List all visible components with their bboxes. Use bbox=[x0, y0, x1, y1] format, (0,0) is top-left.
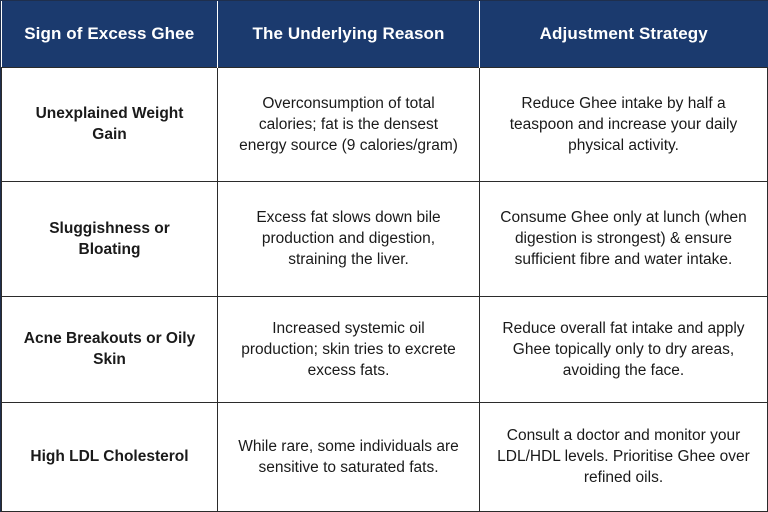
table-row: High LDL Cholesterol While rare, some in… bbox=[1, 401, 768, 512]
header-strategy: Adjustment Strategy bbox=[479, 1, 768, 67]
cell-sign: Unexplained Weight Gain bbox=[1, 66, 218, 182]
cell-reason: Increased systemic oil production; skin … bbox=[217, 295, 480, 403]
table-body: Unexplained Weight Gain Overconsumption … bbox=[1, 66, 768, 512]
cell-strategy: Reduce overall fat intake and apply Ghee… bbox=[479, 295, 768, 403]
header-sign: Sign of Excess Ghee bbox=[1, 1, 218, 67]
cell-reason: Excess fat slows down bile production an… bbox=[217, 180, 480, 297]
table-header: Sign of Excess Ghee The Underlying Reaso… bbox=[1, 1, 768, 67]
header-reason: The Underlying Reason bbox=[217, 1, 480, 67]
cell-sign: Sluggishness or Bloating bbox=[1, 180, 218, 297]
cell-strategy: Consume Ghee only at lunch (when digesti… bbox=[479, 180, 768, 297]
cell-reason: While rare, some individuals are sensiti… bbox=[217, 401, 480, 512]
cell-strategy: Reduce Ghee intake by half a teaspoon an… bbox=[479, 66, 768, 182]
table-row: Unexplained Weight Gain Overconsumption … bbox=[1, 66, 768, 182]
table-row: Sluggishness or Bloating Excess fat slow… bbox=[1, 180, 768, 297]
cell-sign: High LDL Cholesterol bbox=[1, 401, 218, 512]
cell-strategy: Consult a doctor and monitor your LDL/HD… bbox=[479, 401, 768, 512]
table-row: Acne Breakouts or Oily Skin Increased sy… bbox=[1, 295, 768, 403]
cell-reason: Overconsumption of total calories; fat i… bbox=[217, 66, 480, 182]
cell-sign: Acne Breakouts or Oily Skin bbox=[1, 295, 218, 403]
header-row: Sign of Excess Ghee The Underlying Reaso… bbox=[1, 1, 768, 67]
